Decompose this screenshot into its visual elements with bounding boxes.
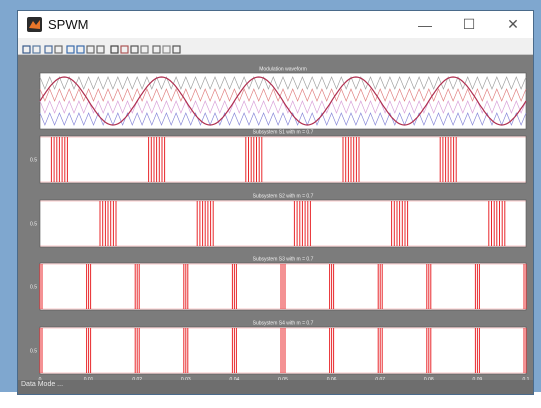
status-text: Data Mode ... (21, 381, 64, 388)
figure-window: SPWM — ☐ ✕ Modulation waveform Subsystem … (17, 10, 534, 395)
title-bar[interactable]: SPWM — ☐ ✕ (18, 11, 533, 38)
figure-toolbar (18, 38, 533, 55)
modulating-sine (39, 76, 527, 126)
axes-title-1: Modulation waveform (259, 67, 307, 73)
carrier-wave-2 (39, 88, 527, 102)
save-icon[interactable] (44, 41, 53, 54)
axes-title-2: Subsystem S1 with m = 0.7 (253, 130, 314, 136)
axes-title-5: Subsystem S4 with m = 0.7 (253, 321, 314, 327)
pan-icon[interactable] (86, 41, 95, 54)
open-icon[interactable] (32, 41, 41, 54)
brush-icon[interactable] (120, 41, 129, 54)
edit-plot-icon[interactable] (172, 41, 181, 54)
axes-2 (39, 135, 527, 184)
new-figure-icon[interactable] (22, 41, 31, 54)
axes-title-4: Subsystem S3 with m = 0.7 (253, 257, 314, 263)
matlab-app-icon (27, 17, 42, 32)
status-bar: Data Mode ... (18, 380, 533, 394)
carrier-wave-4 (39, 112, 527, 126)
data-cursor-icon[interactable] (110, 41, 119, 54)
plots-svg: Modulation waveform Subsystem S1 with m =… (30, 67, 530, 384)
window-title: SPWM (48, 17, 89, 32)
close-button[interactable]: ✕ (507, 16, 519, 32)
grid-icon[interactable] (162, 41, 171, 54)
minimize-button[interactable]: — (418, 16, 432, 33)
carrier-wave-1 (39, 76, 527, 90)
axes-3 (39, 199, 527, 248)
maximize-button[interactable]: ☐ (462, 16, 476, 32)
colorbar-icon[interactable] (140, 41, 149, 54)
desktop-background (0, 392, 541, 408)
print-icon[interactable] (54, 41, 63, 54)
link-icon[interactable] (130, 41, 139, 54)
zoom-out-icon[interactable] (76, 41, 85, 54)
zoom-in-icon[interactable] (66, 41, 75, 54)
ytick-label-3: 0.5 (30, 222, 37, 228)
ytick-label-5: 0.5 (30, 349, 37, 355)
ytick-label-2: 0.5 (30, 158, 37, 164)
ytick-label-4: 0.5 (30, 285, 37, 291)
rotate-icon[interactable] (96, 41, 105, 54)
legend-icon[interactable] (152, 41, 161, 54)
figure-canvas: Modulation waveform Subsystem S1 with m =… (18, 55, 533, 384)
axes-title-3: Subsystem S2 with m = 0.7 (253, 194, 314, 200)
